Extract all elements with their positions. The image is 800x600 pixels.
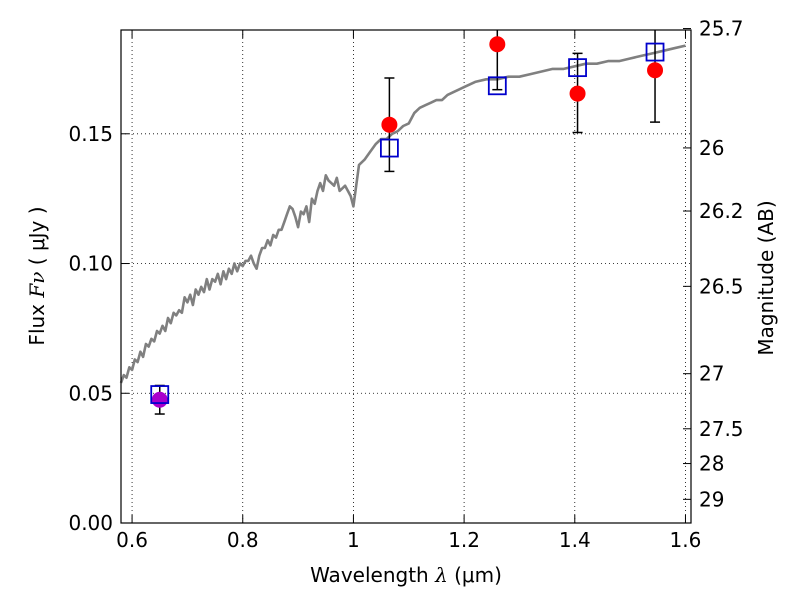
model-photometry-square	[568, 58, 587, 78]
y2-axis-title: Magnitude (AB)	[754, 200, 778, 355]
plot-background	[121, 30, 691, 523]
y-tick-label: 0.05	[68, 381, 113, 405]
y2-tick-label: 26.5	[699, 274, 744, 298]
y2-tick-label: 27	[699, 362, 724, 386]
model-photometry-square	[487, 76, 507, 96]
model-photometry-square	[379, 138, 399, 158]
y-tick-label: 0.15	[68, 122, 113, 146]
observed-point	[381, 116, 398, 133]
y-tick-label: 0.00	[68, 511, 113, 535]
observed-point	[489, 36, 506, 53]
x-tick-label: 1	[347, 528, 360, 552]
x-tick-label: 0.8	[227, 528, 259, 552]
y2-tick-label: 26.2	[699, 199, 744, 223]
model-sed-line	[119, 44, 686, 384]
model-sed-curve-layer	[119, 44, 686, 384]
y-tick-label: 0.10	[68, 252, 113, 276]
x-tick-label: 1.2	[448, 528, 480, 552]
observed-point	[647, 62, 664, 79]
y2-tick-label: 28	[699, 452, 724, 476]
x-tick-label: 0.6	[116, 528, 148, 552]
y2-tick-label: 25.7	[699, 17, 744, 41]
model-photometry-square	[150, 385, 170, 404]
ticks: 0.6 0.8 1 1.2 1.4 1.6 0.00 0.05 0.10 0.15 25.7 26 26…	[68, 17, 743, 552]
x-tick-label: 1.6	[670, 528, 702, 552]
x-axis-title: Wavelength λ (μm)	[310, 563, 502, 587]
observed-point	[151, 391, 168, 408]
grid	[121, 30, 691, 523]
data-points-layer	[150, 30, 665, 415]
y-axis-title: Flux Fν ( μJy )	[25, 206, 49, 345]
observed-point	[569, 85, 586, 102]
y2-tick-label: 29	[699, 487, 724, 511]
x-tick-label: 1.4	[559, 528, 591, 552]
model-photometry-square	[645, 42, 665, 62]
y2-tick-label: 26	[699, 136, 724, 160]
y2-tick-label: 27.5	[699, 417, 744, 441]
plot-frame	[120, 29, 692, 524]
